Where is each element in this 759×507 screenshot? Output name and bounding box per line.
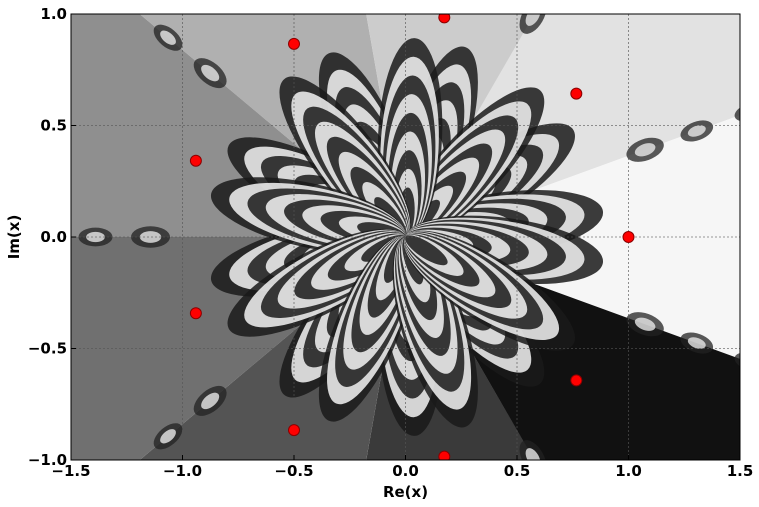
- root-marker: [288, 424, 300, 437]
- filament-lobe-core: [634, 317, 656, 331]
- filament-lobe-core: [139, 231, 162, 243]
- filament-lobe-core: [687, 125, 706, 137]
- x-axis-ticks: −1.5 −1.0 −0.5 0.0 0.5 1.0 1.5: [51, 455, 753, 480]
- y-tick-label: 1.0: [40, 5, 67, 23]
- petal-cluster: [403, 215, 758, 371]
- filament-lobe-core: [354, 477, 369, 500]
- root-markers: [189, 14, 635, 460]
- y-tick-label: −1.0: [28, 451, 67, 469]
- filament-lobe-core: [634, 143, 656, 157]
- filament-lobe-core: [551, 495, 569, 507]
- y-axis-ticks: −1.0 −0.5 0.0 0.5 1.0: [28, 5, 76, 469]
- filament-lobe: [544, 486, 577, 507]
- filament-lobe-core: [687, 337, 706, 349]
- x-tick-label: −0.5: [274, 462, 313, 480]
- x-tick-label: −1.0: [163, 462, 202, 480]
- root-marker: [622, 231, 635, 243]
- filament-lobe: [70, 494, 97, 507]
- x-tick-label: 0.5: [504, 462, 531, 480]
- y-tick-label: 0.0: [40, 228, 67, 246]
- root-marker: [189, 307, 202, 320]
- root-marker: [570, 374, 583, 387]
- filament-lobe-core: [740, 105, 758, 119]
- root-marker: [570, 87, 583, 100]
- filament-lobe-core: [76, 500, 91, 507]
- y-tick-label: −0.5: [28, 340, 67, 358]
- filament-lobe: [347, 467, 375, 507]
- root-marker: [189, 154, 202, 167]
- filament-lobe-core: [201, 64, 220, 82]
- y-axis-label: Im(x): [5, 215, 23, 260]
- filament-lobe-core: [525, 448, 541, 460]
- filament-lobe: [110, 456, 142, 487]
- filament-lobe-core: [740, 355, 758, 369]
- filament-lobe-core: [160, 30, 176, 45]
- y-tick-label: 0.5: [40, 117, 67, 135]
- x-tick-label: −1.5: [51, 462, 90, 480]
- petal-stripe: [405, 235, 448, 266]
- root-marker: [438, 14, 451, 24]
- x-tick-label: 1.0: [615, 462, 642, 480]
- filament-lobe-core: [201, 392, 220, 410]
- filament-lobe-core: [117, 0, 135, 11]
- filament-lobe-core: [117, 463, 135, 480]
- x-axis-label: Re(x): [383, 483, 428, 501]
- root-marker: [438, 450, 451, 460]
- x-tick-label: 1.5: [727, 462, 754, 480]
- filament-lobe-core: [525, 14, 541, 26]
- filament-lobe: [347, 0, 375, 7]
- filament-lobe-core: [160, 429, 176, 444]
- root-marker: [288, 37, 300, 50]
- x-tick-label: 0.0: [392, 462, 419, 480]
